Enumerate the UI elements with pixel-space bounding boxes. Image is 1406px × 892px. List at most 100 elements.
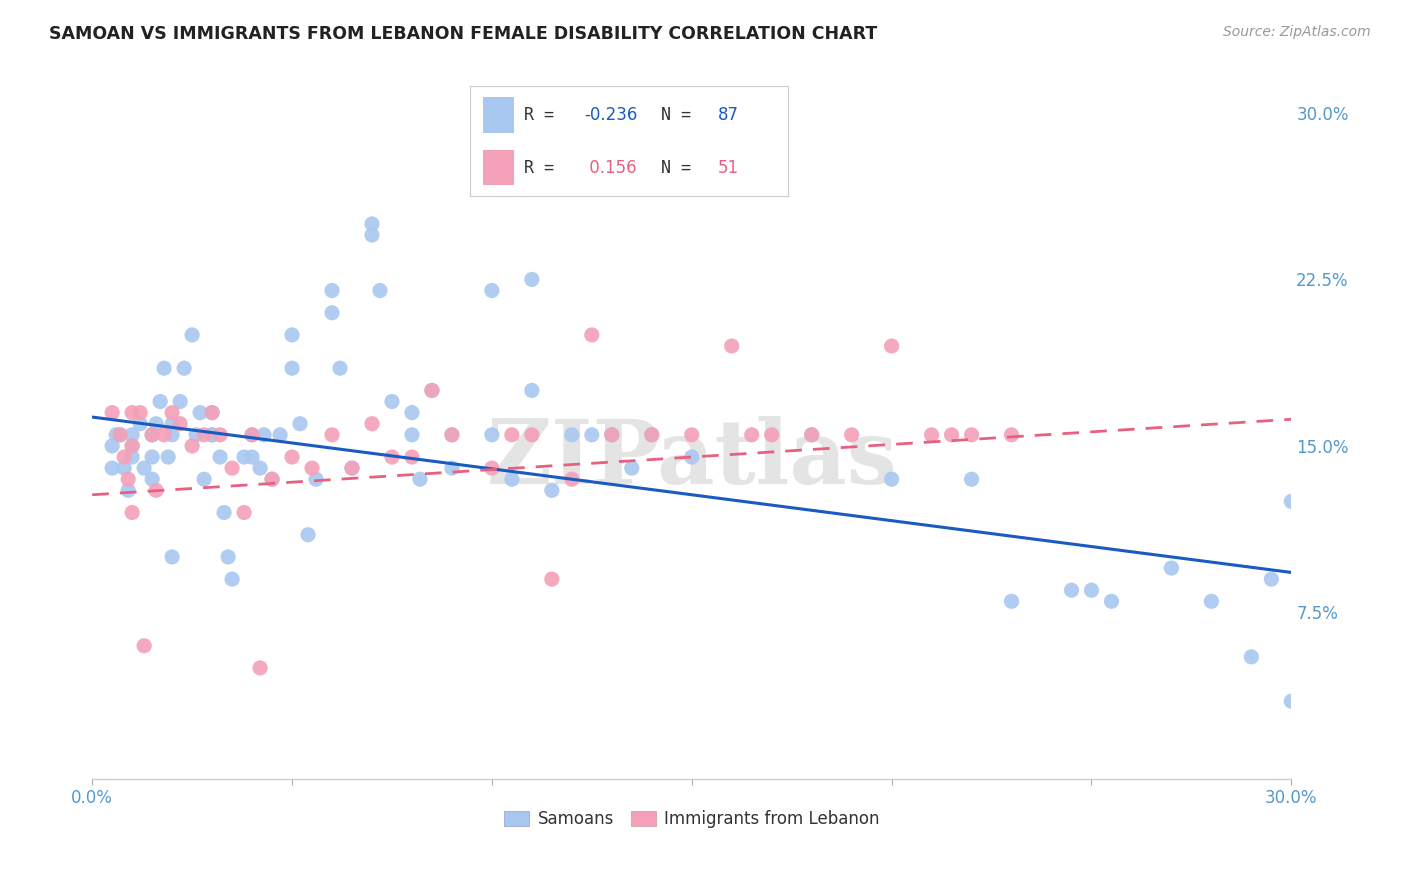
Point xyxy=(249,461,271,475)
Text: Source: ZipAtlas.com: Source: ZipAtlas.com xyxy=(1223,25,1371,39)
Point xyxy=(641,427,664,442)
Point xyxy=(253,427,276,442)
Point xyxy=(134,461,156,475)
Point xyxy=(173,361,195,376)
Point xyxy=(420,384,443,398)
Point xyxy=(1240,649,1263,664)
Point xyxy=(240,427,263,442)
Point xyxy=(641,427,664,442)
Point xyxy=(105,427,128,442)
Point xyxy=(841,427,863,442)
Point xyxy=(1080,583,1102,598)
Point xyxy=(108,427,131,442)
Point xyxy=(129,417,152,431)
Point xyxy=(117,472,139,486)
Point xyxy=(121,427,143,442)
Point xyxy=(1101,594,1123,608)
Point xyxy=(481,461,503,475)
Point xyxy=(501,472,523,486)
Point xyxy=(181,439,204,453)
Point xyxy=(221,572,243,586)
Point xyxy=(121,506,143,520)
Point xyxy=(321,284,343,298)
Point xyxy=(361,217,384,231)
Point xyxy=(112,450,135,464)
Point xyxy=(301,461,323,475)
Point xyxy=(281,327,304,342)
Point xyxy=(157,450,180,464)
Point xyxy=(600,427,623,442)
Point xyxy=(240,427,263,442)
Point xyxy=(420,384,443,398)
Point xyxy=(288,417,311,431)
Point xyxy=(761,128,783,142)
Point xyxy=(409,472,432,486)
Point xyxy=(297,527,319,541)
Point xyxy=(209,427,232,442)
Point xyxy=(520,384,543,398)
Point xyxy=(880,339,903,353)
Point xyxy=(481,284,503,298)
Point xyxy=(181,327,204,342)
Text: SAMOAN VS IMMIGRANTS FROM LEBANON FEMALE DISABILITY CORRELATION CHART: SAMOAN VS IMMIGRANTS FROM LEBANON FEMALE… xyxy=(49,25,877,43)
Point xyxy=(540,483,562,498)
Point xyxy=(201,427,224,442)
Point xyxy=(260,472,283,486)
Point xyxy=(233,506,256,520)
Point xyxy=(401,450,423,464)
Point xyxy=(401,406,423,420)
Point xyxy=(145,483,167,498)
Point xyxy=(112,461,135,475)
Point xyxy=(440,427,463,442)
Point xyxy=(941,427,963,442)
Point xyxy=(260,472,283,486)
Point xyxy=(141,427,163,442)
Point xyxy=(121,439,143,453)
Legend: Samoans, Immigrants from Lebanon: Samoans, Immigrants from Lebanon xyxy=(498,803,886,835)
Point xyxy=(160,427,183,442)
Point xyxy=(581,427,603,442)
Point xyxy=(800,427,823,442)
Point xyxy=(101,406,124,420)
Point xyxy=(401,427,423,442)
Point xyxy=(153,427,176,442)
Point xyxy=(761,427,783,442)
Point xyxy=(249,661,271,675)
Point xyxy=(741,427,763,442)
Point xyxy=(361,417,384,431)
Point xyxy=(1201,594,1223,608)
Point xyxy=(368,284,391,298)
Point xyxy=(149,394,172,409)
Point xyxy=(880,472,903,486)
Point xyxy=(720,172,742,186)
Point xyxy=(141,427,163,442)
Point xyxy=(101,439,124,453)
Point xyxy=(321,427,343,442)
Point xyxy=(233,450,256,464)
Point xyxy=(960,427,983,442)
Point xyxy=(361,227,384,242)
Point xyxy=(193,427,215,442)
Text: ZIPatlas: ZIPatlas xyxy=(486,416,897,503)
Point xyxy=(217,549,239,564)
Point xyxy=(561,472,583,486)
Point xyxy=(681,427,703,442)
Point xyxy=(1000,594,1022,608)
Point xyxy=(121,406,143,420)
Point xyxy=(600,427,623,442)
Point xyxy=(281,450,304,464)
Point xyxy=(329,361,352,376)
Point xyxy=(381,450,404,464)
Point xyxy=(121,439,143,453)
Point xyxy=(501,427,523,442)
Point xyxy=(212,506,235,520)
Point xyxy=(160,549,183,564)
Point xyxy=(720,339,742,353)
Point xyxy=(281,361,304,376)
Point xyxy=(221,461,243,475)
Point xyxy=(1160,561,1182,575)
Point xyxy=(145,417,167,431)
Point xyxy=(1279,694,1302,708)
Point xyxy=(134,639,156,653)
Point xyxy=(1279,494,1302,508)
